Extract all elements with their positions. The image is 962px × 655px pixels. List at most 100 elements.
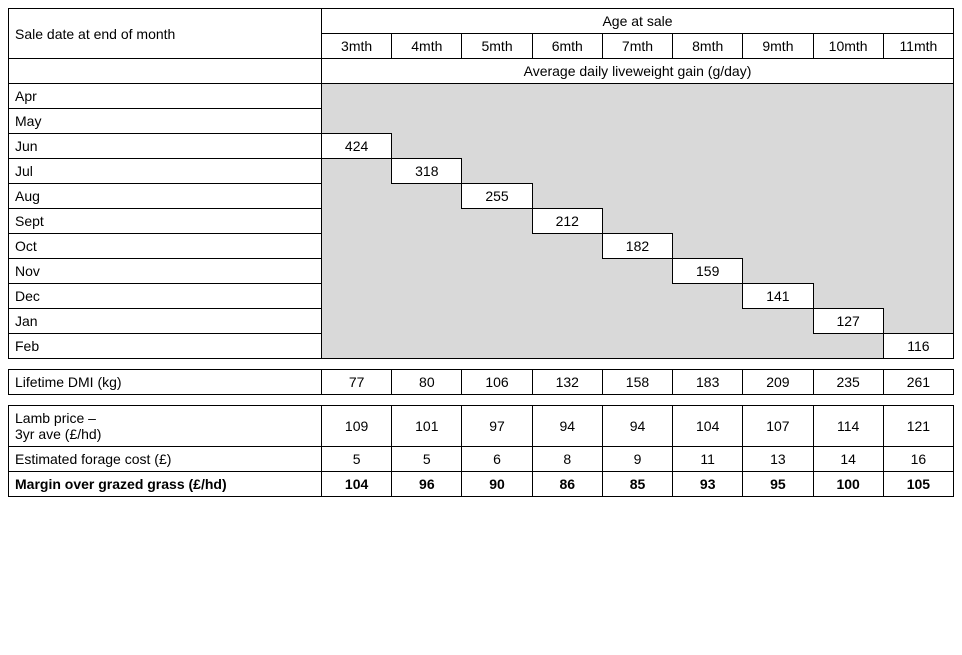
month-label: Sept — [9, 209, 322, 234]
adlg-value-cell: 116 — [883, 334, 953, 359]
adlg-cell — [743, 259, 813, 284]
value-cell: 104 — [322, 472, 392, 497]
month-label: May — [9, 109, 322, 134]
value-cell: 106 — [462, 370, 532, 395]
adlg-cell — [532, 309, 602, 334]
adlg-cell — [743, 134, 813, 159]
value-cell: 11 — [673, 447, 743, 472]
value-cell: 107 — [743, 406, 813, 447]
adlg-cell — [673, 309, 743, 334]
adlg-value-cell: 159 — [673, 259, 743, 284]
value-cell: 9 — [602, 447, 672, 472]
age-col-header: 11mth — [883, 34, 953, 59]
adlg-cell — [673, 209, 743, 234]
adlg-cell — [883, 84, 953, 109]
adlg-cell — [602, 84, 672, 109]
lamb-price-label: Lamb price –3yr ave (£/hd) — [9, 406, 322, 447]
adlg-cell — [883, 234, 953, 259]
adlg-cell — [673, 159, 743, 184]
month-label: Jan — [9, 309, 322, 334]
adlg-cell — [532, 334, 602, 359]
value-cell: 14 — [813, 447, 883, 472]
adlg-cell — [813, 259, 883, 284]
adlg-cell — [322, 159, 392, 184]
value-cell: 6 — [462, 447, 532, 472]
value-cell: 109 — [322, 406, 392, 447]
value-cell: 5 — [322, 447, 392, 472]
adlg-cell — [602, 309, 672, 334]
adlg-cell — [813, 209, 883, 234]
adlg-cell — [883, 259, 953, 284]
adlg-value-cell: 318 — [392, 159, 462, 184]
adlg-cell — [322, 184, 392, 209]
adlg-cell — [462, 134, 532, 159]
adlg-cell — [462, 84, 532, 109]
value-cell: 95 — [743, 472, 813, 497]
adlg-cell — [813, 159, 883, 184]
age-col-header: 3mth — [322, 34, 392, 59]
adlg-value-cell: 127 — [813, 309, 883, 334]
adlg-cell — [602, 259, 672, 284]
adlg-cell — [532, 234, 602, 259]
adlg-value-cell: 141 — [743, 284, 813, 309]
adlg-cell — [532, 134, 602, 159]
adlg-cell — [673, 184, 743, 209]
adlg-cell — [462, 209, 532, 234]
age-col-header: 6mth — [532, 34, 602, 59]
dmi-label: Lifetime DMI (kg) — [9, 370, 322, 395]
value-cell: 235 — [813, 370, 883, 395]
adlg-cell — [743, 234, 813, 259]
adlg-cell — [673, 134, 743, 159]
value-cell: 86 — [532, 472, 602, 497]
adlg-cell — [532, 159, 602, 184]
adlg-cell — [602, 134, 672, 159]
adlg-cell — [462, 259, 532, 284]
adlg-cell — [462, 159, 532, 184]
value-cell: 100 — [813, 472, 883, 497]
adlg-cell — [813, 84, 883, 109]
adlg-cell — [532, 259, 602, 284]
value-cell: 85 — [602, 472, 672, 497]
adlg-cell — [673, 84, 743, 109]
value-cell: 94 — [602, 406, 672, 447]
adlg-cell — [322, 334, 392, 359]
adlg-value-cell: 182 — [602, 234, 672, 259]
value-cell: 183 — [673, 370, 743, 395]
adlg-cell — [883, 109, 953, 134]
value-cell: 77 — [322, 370, 392, 395]
adlg-cell — [813, 109, 883, 134]
adlg-cell — [883, 159, 953, 184]
adlg-cell — [392, 209, 462, 234]
adlg-cell — [673, 284, 743, 309]
adlg-value-cell: 255 — [462, 184, 532, 209]
month-label: Jul — [9, 159, 322, 184]
value-cell: 101 — [392, 406, 462, 447]
adlg-cell — [883, 209, 953, 234]
value-cell: 105 — [883, 472, 953, 497]
adlg-cell — [602, 109, 672, 134]
adlg-cell — [462, 284, 532, 309]
adlg-cell — [322, 84, 392, 109]
age-col-header: 9mth — [743, 34, 813, 59]
month-label: Oct — [9, 234, 322, 259]
adlg-cell — [392, 334, 462, 359]
age-col-header: 7mth — [602, 34, 672, 59]
value-cell: 261 — [883, 370, 953, 395]
adlg-cell — [322, 259, 392, 284]
adlg-value-cell: 212 — [532, 209, 602, 234]
value-cell: 8 — [532, 447, 602, 472]
adlg-cell — [322, 284, 392, 309]
adlg-cell — [883, 284, 953, 309]
adlg-cell — [532, 84, 602, 109]
margin-label: Margin over grazed grass (£/hd) — [9, 472, 322, 497]
adlg-cell — [462, 334, 532, 359]
adlg-cell — [322, 209, 392, 234]
adlg-cell — [743, 109, 813, 134]
forage-cost-label: Estimated forage cost (£) — [9, 447, 322, 472]
value-cell: 90 — [462, 472, 532, 497]
lamb-sale-table: Sale date at end of month Age at sale 3m… — [8, 8, 954, 497]
adlg-cell — [392, 134, 462, 159]
adlg-cell — [743, 309, 813, 334]
adlg-cell — [392, 109, 462, 134]
adlg-cell — [602, 209, 672, 234]
